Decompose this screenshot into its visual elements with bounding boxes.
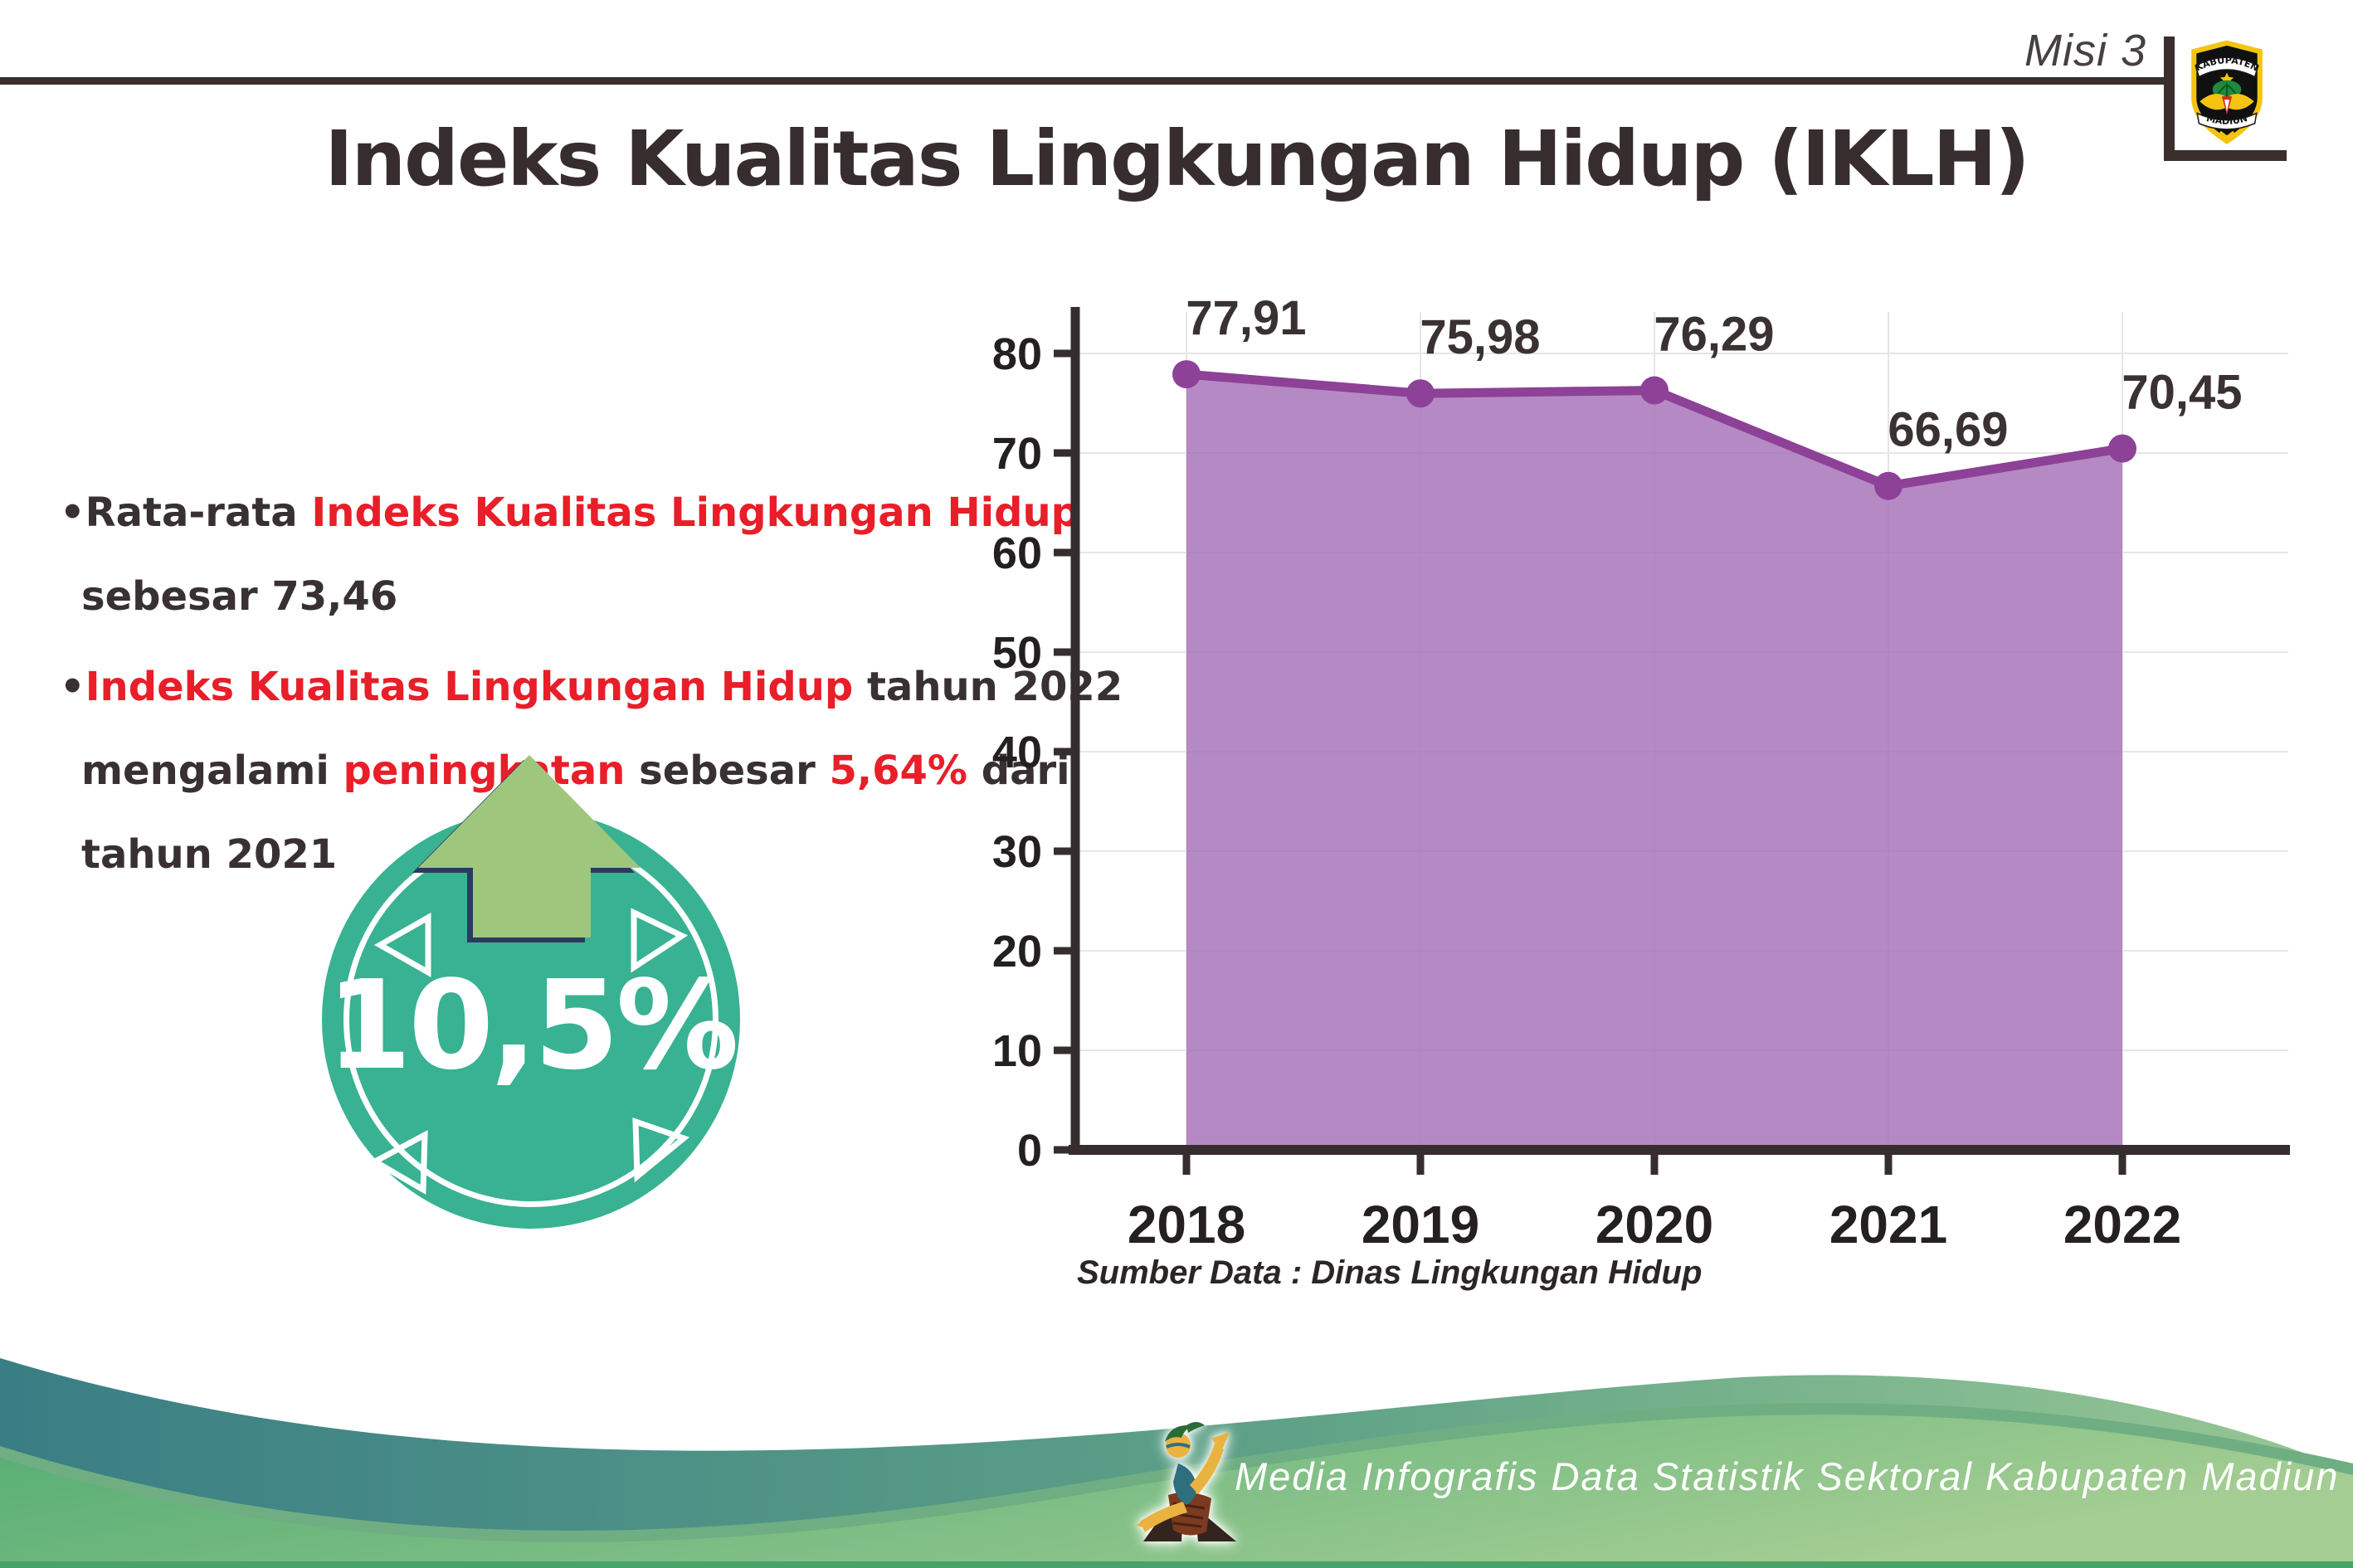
x-tick-label: 2019 — [1362, 1195, 1479, 1254]
data-point — [1172, 360, 1201, 389]
data-point — [1640, 376, 1669, 405]
data-label: 75,98 — [1420, 310, 1540, 364]
dancer-mascot-icon — [1137, 1422, 1236, 1541]
data-point — [1874, 471, 1902, 500]
header-rule — [0, 77, 2167, 85]
x-tick-label: 2018 — [1128, 1195, 1245, 1254]
data-label: 77,91 — [1186, 291, 1306, 345]
y-tick-label: 80 — [992, 329, 1042, 379]
y-tick-label: 0 — [1017, 1126, 1042, 1176]
x-tick-label: 2021 — [1829, 1195, 1947, 1254]
y-tick-label: 70 — [992, 429, 1042, 479]
data-point — [2108, 434, 2136, 463]
logo-frame-vertical — [2164, 37, 2175, 161]
data-label: 66,69 — [1888, 403, 2008, 457]
chart-source-note: Sumber Data : Dinas Lingkungan Hidup — [1077, 1254, 1703, 1291]
y-tick-label: 60 — [992, 528, 1042, 578]
logo-frame-horizontal — [2164, 150, 2287, 161]
y-tick-label: 20 — [992, 927, 1042, 976]
y-tick-label: 10 — [992, 1026, 1042, 1076]
data-label: 70,45 — [2122, 366, 2242, 420]
page-title: Indeks Kualitas Lingkungan Hidup (IKLH) — [324, 114, 2029, 203]
x-tick-label: 2022 — [2063, 1195, 2181, 1254]
x-tick-label: 2020 — [1595, 1195, 1713, 1254]
misi-label: Misi 3 — [2024, 26, 2147, 75]
bullet-line: •Indeks Kualitas Lingkungan Hidup tahun … — [60, 664, 1123, 710]
y-tick-label: 50 — [992, 628, 1042, 678]
kabupaten-madiun-logo-icon: KABUPATEN MADIUN — [2191, 40, 2263, 144]
y-tick-label: 40 — [992, 728, 1042, 777]
svg-text:MADIUN: MADIUN — [2205, 113, 2248, 127]
badge-percentage: 10,5% — [326, 954, 738, 1097]
bullet-line: sebesar 73,46 — [81, 573, 398, 620]
data-label: 76,29 — [1654, 308, 1774, 362]
footer-caption: Media Infografis Data Statistik Sektoral… — [1235, 1454, 2353, 1498]
data-point — [1406, 379, 1435, 408]
area-fill — [1186, 374, 2122, 1147]
bullet-line: tahun 2021 — [81, 831, 338, 878]
y-tick-label: 30 — [992, 827, 1042, 877]
bullet-average-iklh: •Rata-rata Indeks Kualitas Lingkungan Hi… — [60, 471, 1079, 639]
bullet-increase-iklh: •Indeks Kualitas Lingkungan Hidup tahun … — [60, 645, 1123, 897]
bullet-line: •Rata-rata Indeks Kualitas Lingkungan Hi… — [60, 489, 1079, 536]
